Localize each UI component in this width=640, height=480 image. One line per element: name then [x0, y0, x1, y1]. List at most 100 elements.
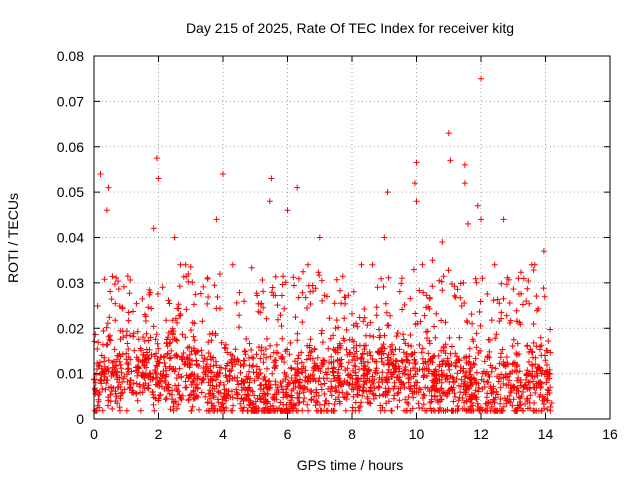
data-point: [428, 396, 435, 403]
data-point: [517, 401, 524, 408]
data-point: [308, 387, 315, 394]
data-point: [214, 294, 221, 300]
data-point: [268, 175, 275, 182]
data-point: [307, 288, 314, 295]
data-point: [189, 403, 196, 410]
data-point: [535, 364, 542, 371]
data-point: [316, 234, 323, 241]
data-point: [290, 274, 297, 281]
data-point: [411, 356, 418, 363]
data-point: [478, 216, 484, 223]
data-point: [530, 339, 537, 346]
x-tick-label: 12: [473, 426, 489, 442]
data-point: [530, 378, 536, 385]
data-point: [460, 279, 467, 286]
data-point: [147, 334, 154, 341]
data-point: [153, 350, 160, 357]
data-point: [520, 275, 527, 282]
data-point: [210, 394, 217, 401]
data-point: [220, 404, 227, 411]
data-point: [127, 356, 134, 363]
data-point: [223, 374, 230, 381]
data-point: [205, 294, 212, 300]
data-point: [438, 385, 445, 392]
data-point: [407, 295, 414, 302]
data-point: [467, 379, 474, 386]
data-point: [150, 323, 157, 330]
data-point: [419, 261, 426, 268]
data-point: [379, 369, 386, 376]
data-point: [333, 387, 340, 394]
data-point: [233, 386, 240, 393]
data-point: [278, 292, 285, 299]
data-point: [152, 336, 159, 343]
data-point: [126, 290, 133, 297]
x-tick-label: 8: [348, 426, 356, 442]
data-point: [405, 342, 412, 349]
data-point: [166, 300, 173, 307]
data-point: [218, 364, 225, 371]
data-point: [192, 350, 199, 357]
data-point: [125, 309, 132, 316]
data-point: [437, 398, 443, 405]
data-point: [130, 380, 137, 387]
data-point: [154, 358, 161, 365]
data-point: [547, 326, 554, 333]
data-point: [342, 300, 349, 307]
data-point: [279, 281, 286, 288]
data-point: [176, 283, 183, 290]
data-point: [366, 399, 373, 406]
data-point: [303, 356, 310, 363]
data-point: [118, 369, 125, 376]
data-point: [515, 394, 522, 401]
data-point: [178, 354, 185, 361]
data-point: [292, 366, 299, 373]
data-point: [385, 322, 392, 329]
data-point: [155, 345, 162, 352]
data-point: [262, 346, 269, 353]
data-point: [307, 336, 314, 343]
y-tick-label: 0.06: [57, 139, 84, 155]
data-point: [281, 369, 288, 376]
data-point: [101, 373, 108, 380]
data-point: [442, 361, 449, 368]
data-point: [423, 292, 430, 299]
data-point: [109, 364, 116, 371]
data-point: [475, 384, 482, 391]
data-point: [259, 277, 266, 283]
data-point: [345, 292, 352, 299]
data-point: [142, 318, 149, 324]
data-point: [325, 365, 332, 372]
data-point: [326, 359, 333, 366]
data-point: [526, 349, 532, 355]
data-point: [352, 407, 359, 414]
data-point: [332, 396, 339, 403]
data-point: [497, 384, 504, 391]
data-point: [360, 372, 367, 379]
data-point: [328, 392, 335, 399]
data-point: [410, 373, 417, 380]
data-point: [188, 407, 195, 414]
data-point: [384, 357, 391, 364]
data-point: [488, 403, 495, 410]
data-point: [509, 368, 516, 375]
data-point: [435, 352, 442, 359]
data-point: [509, 343, 516, 349]
data-point: [102, 386, 109, 393]
data-point: [262, 404, 269, 411]
data-point: [213, 216, 220, 223]
data-point: [491, 399, 498, 406]
data-point: [460, 389, 467, 396]
data-point: [547, 404, 554, 410]
data-point: [538, 370, 545, 377]
data-point: [197, 290, 204, 297]
data-point: [538, 352, 545, 359]
data-point: [311, 365, 318, 372]
data-point: [333, 377, 340, 384]
data-point: [544, 391, 551, 398]
data-point: [354, 378, 361, 385]
data-point: [396, 365, 403, 372]
data-point: [193, 361, 200, 368]
data-point: [141, 338, 148, 345]
data-point: [237, 369, 244, 376]
